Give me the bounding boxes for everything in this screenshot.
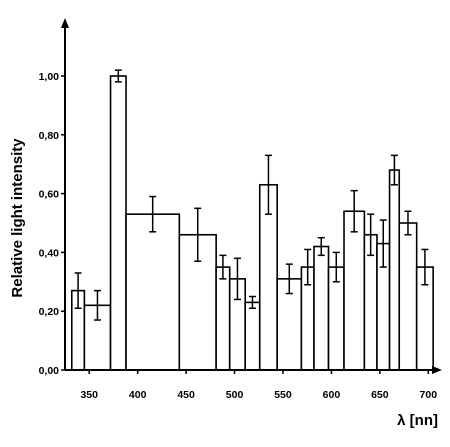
bar	[244, 301, 261, 371]
y-tick-label: 0,00	[39, 365, 60, 377]
bar	[313, 245, 330, 371]
bar	[398, 222, 418, 371]
bar	[388, 169, 401, 371]
y-tick-label: 0,60	[39, 189, 60, 201]
y-axis-arrow	[61, 18, 69, 28]
x-tick-label: 450	[177, 389, 195, 401]
x-tick-label: 500	[226, 389, 244, 401]
x-tick-label: 700	[420, 389, 438, 401]
bar	[215, 266, 231, 371]
x-tick-label: 350	[80, 389, 98, 401]
y-tick-label: 0,80	[39, 130, 60, 142]
y-tick-label: 1,00	[39, 71, 60, 83]
x-tick-label: 550	[274, 389, 292, 401]
plot-area: 0,00 0,20 0,40 0,60 0,80 1,00 350 400 450 500 550 6…	[39, 18, 442, 401]
x-tick-label: 400	[129, 389, 147, 401]
x-tick-label: 650	[371, 389, 389, 401]
y-tick-label: 0,20	[39, 306, 60, 318]
bar	[125, 213, 181, 371]
x-tick-label: 600	[323, 389, 341, 401]
bar	[343, 210, 366, 371]
y-axis-title: Relative light intensity	[9, 138, 26, 298]
x-axis-title: λ [nn]	[397, 412, 438, 429]
bar	[109, 75, 127, 371]
x-axis-arrow	[432, 366, 442, 374]
y-tick-label: 0,40	[39, 247, 60, 259]
